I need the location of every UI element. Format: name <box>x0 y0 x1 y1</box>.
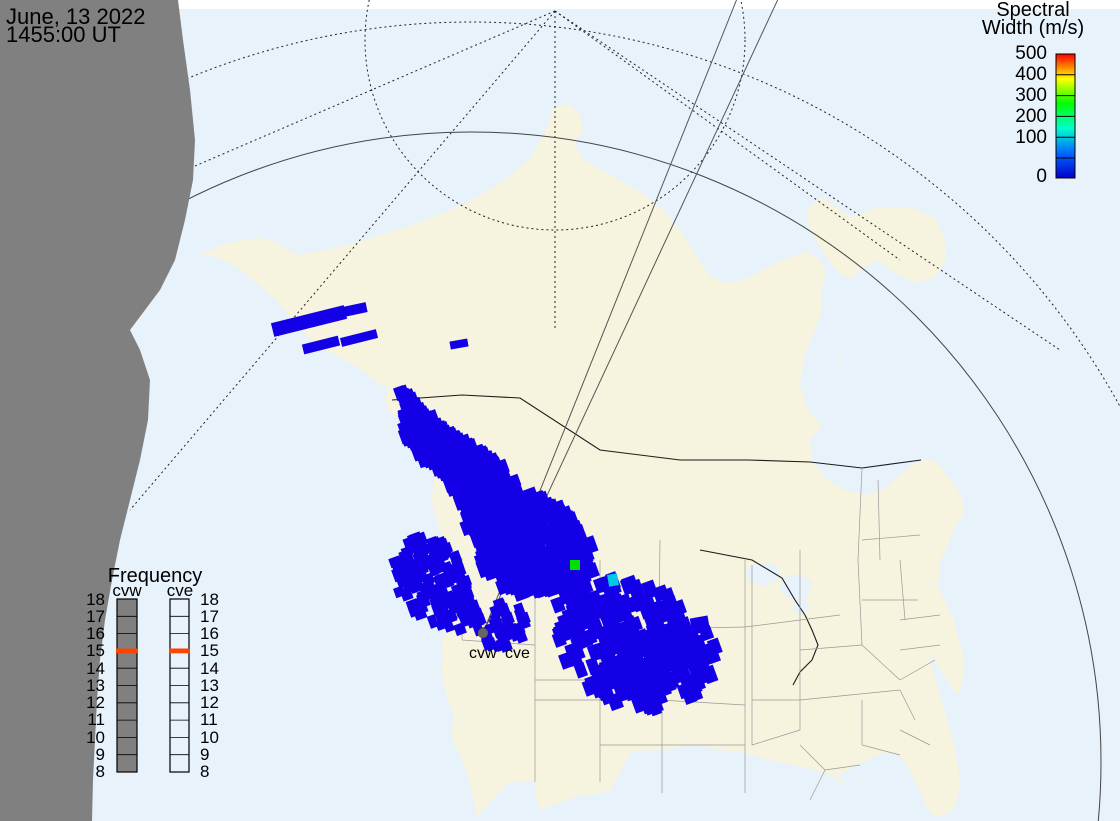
svg-text:15: 15 <box>86 641 105 660</box>
svg-text:500: 500 <box>1015 43 1047 64</box>
svg-text:400: 400 <box>1015 64 1047 85</box>
svg-text:300: 300 <box>1015 85 1047 106</box>
svg-text:8: 8 <box>96 762 105 781</box>
svg-text:11: 11 <box>200 710 218 729</box>
svg-text:100: 100 <box>1015 127 1047 148</box>
svg-text:200: 200 <box>1015 106 1047 127</box>
svg-text:1455:00 UT: 1455:00 UT <box>6 22 121 47</box>
svg-text:Width (m/s): Width (m/s) <box>982 17 1084 39</box>
svg-text:0: 0 <box>1036 166 1047 187</box>
svg-text:8: 8 <box>200 762 209 781</box>
svg-text:cvw: cvw <box>469 645 497 662</box>
svg-text:11: 11 <box>87 710 105 729</box>
svg-text:cve: cve <box>505 645 530 662</box>
svg-text:cvw: cvw <box>112 581 142 600</box>
svg-text:15: 15 <box>200 641 219 660</box>
svg-text:cve: cve <box>167 581 193 600</box>
